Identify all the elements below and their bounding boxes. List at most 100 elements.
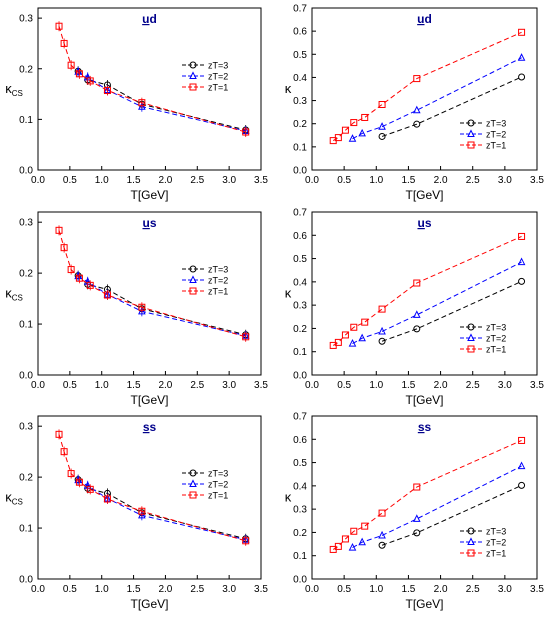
- y-tick-label: 0.1: [293, 551, 307, 562]
- x-tick-label: 1.0: [369, 584, 383, 595]
- x-tick-label: 1.5: [401, 380, 415, 391]
- y-axis-label: κ: [285, 490, 292, 505]
- plot-frame: [37, 415, 262, 580]
- x-tick-label: 3.0: [222, 380, 236, 391]
- data-point: [413, 325, 421, 333]
- x-tick-label: 3.0: [498, 584, 512, 595]
- x-tick-label: 0.5: [63, 584, 77, 595]
- x-tick-label: 1.0: [95, 380, 109, 391]
- y-tick-label: 0.6: [293, 435, 307, 446]
- x-tick-label: 2.5: [190, 175, 204, 186]
- y-tick-label: 0.5: [293, 50, 307, 61]
- legend-marker: [467, 527, 475, 535]
- x-tick-label: 0.5: [63, 380, 77, 391]
- x-axis-label: T[GeV]: [405, 597, 443, 611]
- series-line: [58, 434, 246, 542]
- plot-frame: [37, 7, 262, 171]
- x-tick-label: 2.5: [190, 584, 204, 595]
- x-tick-label: 3.5: [530, 380, 544, 391]
- x-axis-label: T[GeV]: [130, 597, 168, 611]
- series-line: [332, 235, 522, 346]
- data-point: [378, 122, 386, 130]
- legend: zT=3zT=2zT=1: [182, 469, 228, 501]
- legend-label: zT=1: [486, 345, 506, 355]
- data-point: [348, 134, 357, 142]
- legend-marker: [189, 287, 197, 295]
- panel-title: ud: [417, 12, 432, 26]
- plot-frame: [311, 415, 538, 580]
- data-point: [378, 326, 386, 335]
- x-tick-label: 0.0: [305, 380, 319, 391]
- x-tick-label: 1.0: [369, 175, 383, 186]
- data-point: [412, 105, 421, 114]
- legend-label: zT=2: [486, 130, 506, 140]
- legend: zT=3zT=2zT=1: [460, 323, 506, 355]
- x-tick-label: 2.5: [466, 584, 480, 595]
- data-point: [518, 73, 526, 81]
- y-tick-label: 0.4: [293, 73, 307, 84]
- x-tick-label: 1.0: [369, 380, 383, 391]
- legend: zT=3zT=2zT=1: [182, 265, 228, 297]
- data-point: [378, 305, 386, 313]
- legend-label: zT=1: [208, 287, 228, 297]
- data-point: [517, 461, 526, 470]
- x-tick-label: 0.0: [305, 175, 319, 186]
- legend-marker: [467, 549, 475, 557]
- legend: zT=3zT=2zT=1: [460, 527, 506, 559]
- y-tick-label: 0.2: [19, 473, 33, 484]
- data-point: [518, 481, 526, 489]
- data-point: [412, 514, 421, 522]
- data-point: [358, 333, 366, 342]
- x-tick-label: 3.5: [254, 584, 268, 595]
- x-tick-label: 2.0: [434, 584, 448, 595]
- data-point: [518, 436, 526, 444]
- x-tick-label: 0.0: [31, 584, 45, 595]
- legend: zT=3zT=2zT=1: [182, 61, 228, 93]
- legend-marker: [467, 119, 475, 127]
- x-tick-label: 3.0: [498, 380, 512, 391]
- y-tick-label: 0.2: [19, 269, 33, 280]
- plot-frame: [311, 211, 538, 376]
- y-tick-label: 0.7: [293, 4, 307, 15]
- x-tick-label: 3.5: [530, 584, 544, 595]
- x-tick-label: 1.0: [95, 175, 109, 186]
- y-tick-label: 0.3: [19, 218, 33, 229]
- legend-label: zT=2: [486, 334, 506, 344]
- x-tick-label: 2.0: [158, 380, 172, 391]
- plot-frame: [311, 7, 538, 171]
- data-point: [517, 257, 526, 266]
- x-tick-label: 3.0: [222, 175, 236, 186]
- data-point: [350, 119, 358, 127]
- series-line: [352, 261, 522, 345]
- y-tick-label: 0.1: [19, 320, 33, 331]
- y-tick-label: 0.1: [293, 142, 307, 153]
- x-tick-label: 0.5: [337, 175, 351, 186]
- x-tick-label: 0.0: [31, 380, 45, 391]
- legend-marker: [189, 265, 197, 273]
- y-tick-label: 0.6: [293, 27, 307, 38]
- x-tick-label: 1.5: [401, 584, 415, 595]
- data-point: [378, 509, 386, 517]
- x-tick-label: 2.0: [434, 380, 448, 391]
- y-tick-label: 0.2: [293, 324, 307, 335]
- legend-marker: [467, 537, 475, 545]
- legend-marker: [189, 275, 197, 283]
- data-point: [348, 338, 357, 347]
- x-tick-label: 2.5: [466, 380, 480, 391]
- data-point: [517, 53, 526, 61]
- legend-marker: [467, 345, 475, 353]
- data-point: [350, 323, 358, 331]
- x-tick-label: 2.0: [158, 584, 172, 595]
- chart-panel-6: 0.0 0.5 1.0 1.5 2.0 2.5 3.0 3.5 0.0 0.1 0.2 0.3 0.4 0…: [285, 412, 545, 612]
- data-point: [378, 101, 386, 109]
- data-point: [378, 337, 386, 345]
- legend-label: zT=3: [486, 323, 506, 333]
- x-axis-label: T[GeV]: [130, 188, 168, 202]
- legend-label: zT=3: [486, 527, 506, 537]
- data-point: [518, 277, 526, 285]
- legend-marker: [189, 61, 197, 69]
- chart-panel-4: 0.0 0.5 1.0 1.5 2.0 2.5 3.0 3.5 0.0 0.1 0.2 0.3 0.4 0…: [285, 208, 545, 408]
- data-point: [334, 542, 342, 550]
- x-tick-label: 1.5: [127, 584, 141, 595]
